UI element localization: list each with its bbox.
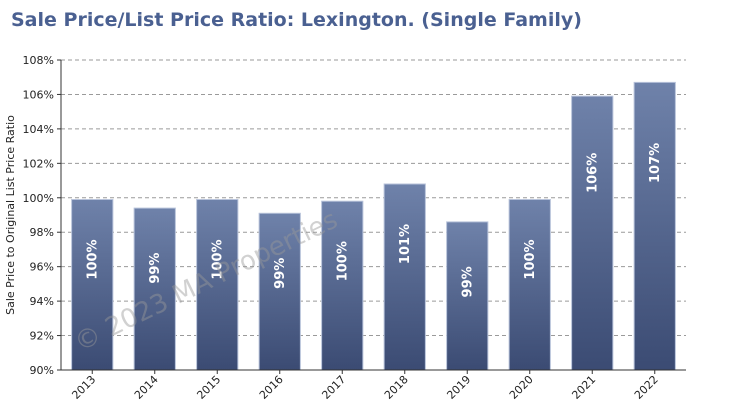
data-label-2013: 100% xyxy=(85,239,100,279)
y-tick-label: 98% xyxy=(30,226,54,239)
data-label-2018: 101% xyxy=(398,224,413,264)
x-tick-label-2022: 2022 xyxy=(632,373,661,402)
data-label-2017: 100% xyxy=(335,241,350,281)
bar-2014 xyxy=(133,207,176,371)
y-tick-label: 106% xyxy=(23,88,54,101)
data-label-2021: 106% xyxy=(585,153,600,193)
data-label-2019: 99% xyxy=(460,266,475,297)
bar-2020 xyxy=(508,199,551,371)
data-label-2014: 99% xyxy=(148,253,163,284)
bar-2013 xyxy=(71,199,114,371)
x-tick-label-2015: 2015 xyxy=(194,373,223,402)
y-tick-label: 94% xyxy=(30,295,54,308)
y-tick-label: 96% xyxy=(30,261,54,274)
x-tick-label-2014: 2014 xyxy=(132,373,161,402)
y-tick-label: 90% xyxy=(30,364,54,377)
x-tick-label-2018: 2018 xyxy=(382,373,411,402)
x-tick-label-2021: 2021 xyxy=(569,373,598,402)
y-tick-label: 104% xyxy=(23,123,54,136)
data-labels: 100% 99% 100% 99% 100% 101% 99% 100% 106% 107% xyxy=(85,143,663,298)
bar-2022 xyxy=(633,81,676,371)
y-tick-label: 92% xyxy=(30,330,54,343)
data-label-2022: 107% xyxy=(648,143,663,183)
y-axis-label: Sale Price to Original List Price Ratio xyxy=(4,115,17,315)
y-tick-label: 102% xyxy=(23,157,54,170)
x-tick-label-2020: 2020 xyxy=(507,373,536,402)
bar-2018 xyxy=(383,183,426,371)
bar-2021 xyxy=(571,95,614,371)
data-label-2015: 100% xyxy=(210,239,225,279)
x-tick-label-2017: 2017 xyxy=(319,373,348,402)
x-tick-label-2013: 2013 xyxy=(69,373,98,402)
y-tick-label: 100% xyxy=(23,192,54,205)
x-tick-label-2016: 2016 xyxy=(257,373,286,402)
y-tick-label: 108% xyxy=(23,54,54,67)
data-label-2016: 99% xyxy=(273,258,288,289)
x-tick-label-2019: 2019 xyxy=(444,373,473,402)
bars xyxy=(71,81,676,371)
data-label-2020: 100% xyxy=(523,239,538,279)
chart-title: Sale Price/List Price Ratio: Lexington. … xyxy=(11,9,582,31)
